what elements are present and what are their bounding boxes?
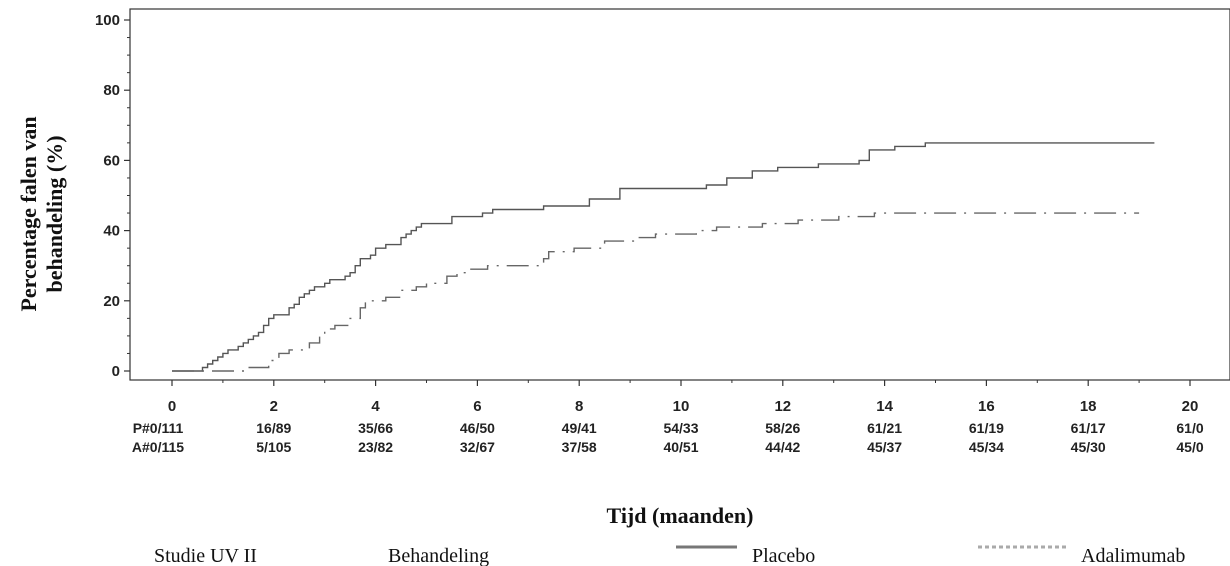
x-axis: 0 2 4 6 8 10 12 14 16 18 20 [168, 380, 1199, 415]
x-tick-label-4: 4 [371, 398, 380, 415]
y-tick-label-0: 0 [112, 363, 120, 380]
risk-placebo-9: 61/17 [1071, 420, 1106, 436]
risk-adalimumab-0: A#0/115 [132, 439, 184, 455]
risk-placebo-7: 61/21 [867, 420, 902, 436]
x-tick-label-16: 16 [978, 398, 995, 415]
footer-study: Studie UV II [154, 545, 257, 566]
x-tick-label-0: 0 [168, 398, 176, 415]
risk-placebo-4: 49/41 [562, 420, 597, 436]
risk-table: P#0/111 16/89 35/66 46/50 49/41 54/33 58/26 61/… [132, 420, 1204, 455]
y-axis-label-line2: behandeling (%) [42, 135, 67, 292]
x-tick-label-8: 8 [575, 398, 583, 415]
x-tick-label-12: 12 [774, 398, 791, 415]
risk-placebo-1: 16/89 [256, 420, 291, 436]
risk-placebo-3: 46/50 [460, 420, 495, 436]
risk-adalimumab-1: 5/105 [256, 439, 291, 455]
risk-placebo-8: 61/19 [969, 420, 1004, 436]
x-axis-label: Tijd (maanden) [607, 503, 754, 528]
risk-adalimumab-4: 37/58 [562, 439, 597, 455]
y-tick-label-20: 20 [103, 293, 120, 310]
series-adalimumab-line [172, 212, 1140, 372]
risk-adalimumab-3: 32/67 [460, 439, 495, 455]
risk-adalimumab-2: 23/82 [358, 439, 393, 455]
footer-treatment: Behandeling [388, 545, 489, 566]
x-tick-label-20: 20 [1182, 398, 1199, 415]
risk-adalimumab-5: 40/51 [663, 439, 698, 455]
x-tick-label-2: 2 [270, 398, 278, 415]
y-axis: 0 20 40 60 80 100 [95, 12, 130, 380]
y-tick-label-60: 60 [103, 152, 120, 169]
series-layer [172, 142, 1155, 372]
risk-adalimumab-10: 45/0 [1176, 439, 1203, 455]
risk-adalimumab-7: 45/37 [867, 439, 902, 455]
risk-adalimumab-9: 45/30 [1071, 439, 1106, 455]
y-tick-label-80: 80 [103, 82, 120, 99]
legend-label-placebo: Placebo [752, 545, 815, 566]
y-axis-label-line1: Percentage falen van [16, 116, 41, 311]
risk-adalimumab-6: 44/42 [765, 439, 800, 455]
x-tick-label-18: 18 [1080, 398, 1097, 415]
x-tick-label-10: 10 [673, 398, 690, 415]
x-tick-label-14: 14 [876, 398, 893, 415]
plot-frame [129, 8, 1230, 381]
legend-label-adalimumab: Adalimumab [1081, 545, 1185, 566]
risk-placebo-0: P#0/111 [133, 420, 184, 436]
risk-placebo-5: 54/33 [663, 420, 698, 436]
series-placebo-line [172, 142, 1155, 372]
risk-placebo-2: 35/66 [358, 420, 393, 436]
x-tick-label-6: 6 [473, 398, 481, 415]
risk-placebo-10: 61/0 [1176, 420, 1203, 436]
risk-placebo-6: 58/26 [765, 420, 800, 436]
y-tick-label-40: 40 [103, 223, 120, 240]
y-tick-label-100: 100 [95, 12, 120, 29]
risk-adalimumab-8: 45/34 [969, 439, 1004, 455]
